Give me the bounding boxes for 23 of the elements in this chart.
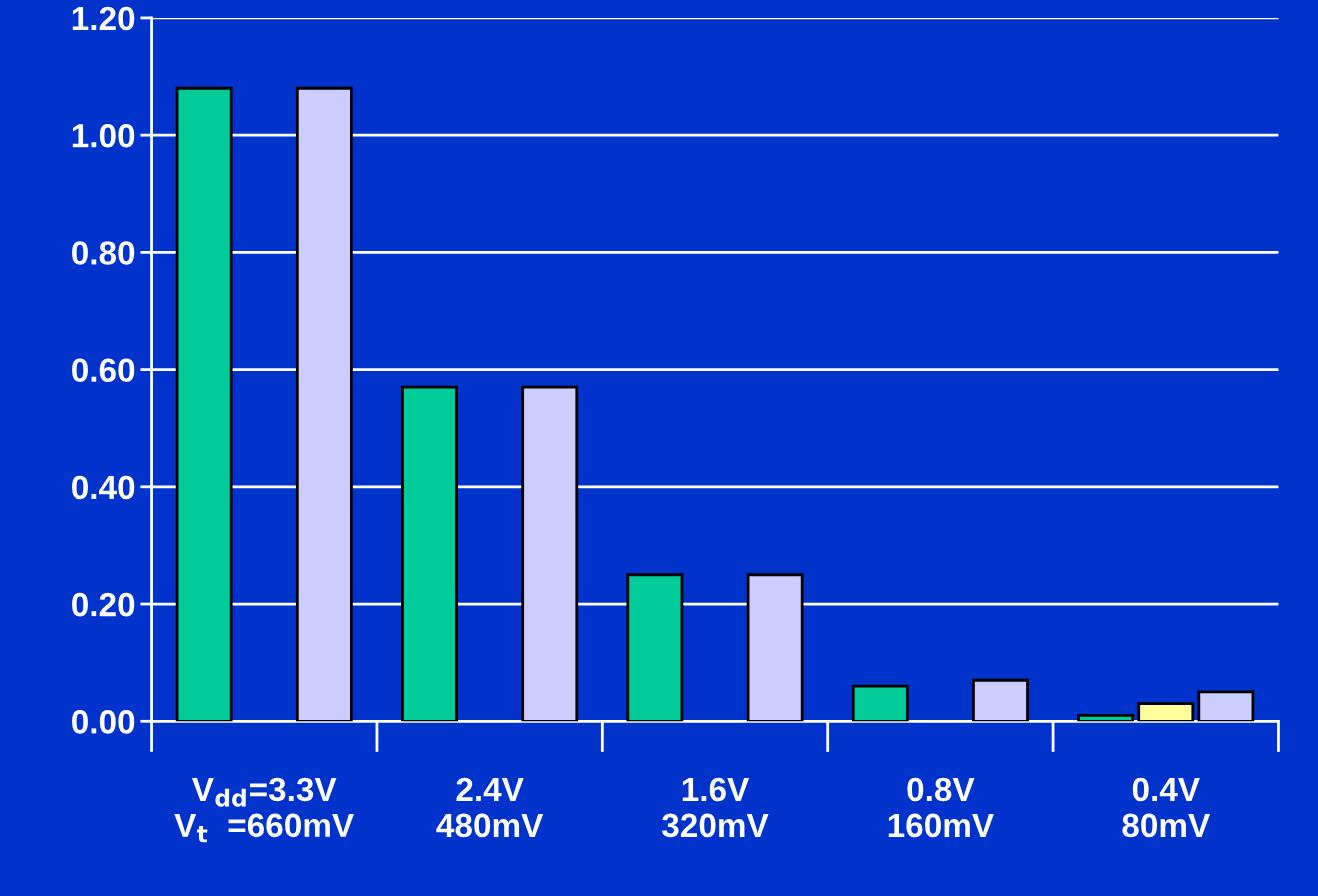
y-tick-label: 1.00 [72,123,135,148]
y-tick-label: 0.60 [72,358,135,383]
bar [746,573,804,722]
bar [1077,714,1135,722]
y-tick-label: 1.20 [72,6,135,31]
bar [175,86,233,722]
x-tick-label: 0.4V 80mV [1122,777,1211,838]
bar [851,684,909,722]
x-tick-label: 2.4V 480mV [436,777,544,838]
x-tick-label: 0.8V 160mV [888,777,994,838]
y-tick-label: 0.00 [72,710,135,734]
bar [1137,702,1195,722]
bar [626,573,684,722]
bar [972,678,1029,722]
bar [1197,690,1255,722]
y-tick-label: 0.20 [72,592,135,617]
bar [521,385,579,722]
x-tick-label: 1.6V 320mV [662,777,769,838]
category-label: V$_{dd}$=3.3V V$_{t}$ =660mV [174,777,354,843]
bar [401,385,458,722]
y-tick-label: 0.80 [72,241,135,265]
y-tick-label: 0.40 [72,475,135,500]
bar [295,86,353,722]
